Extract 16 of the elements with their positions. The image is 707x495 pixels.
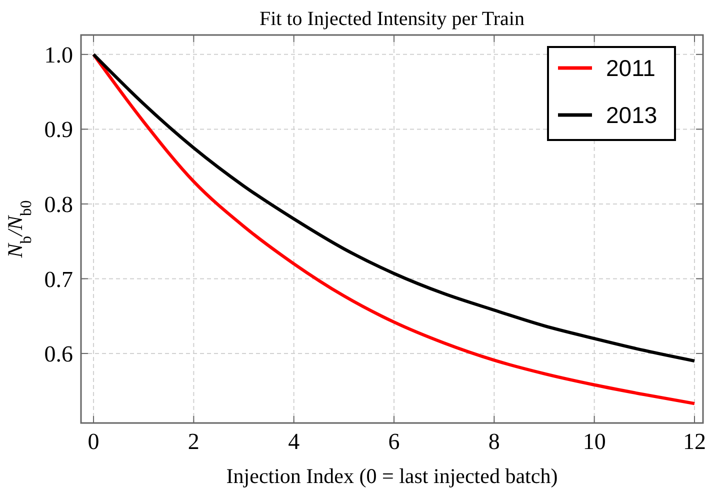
legend-label: 2013 — [606, 102, 658, 128]
x-tick-label: 4 — [288, 429, 300, 454]
y-tick-label: 0.8 — [44, 192, 73, 218]
x-axis-title: Injection Index (0 = last injected batch) — [226, 464, 558, 488]
legend-label: 2011 — [606, 55, 656, 82]
x-tick-label: 12 — [682, 429, 706, 454]
y-tick-label: 0.7 — [44, 266, 73, 292]
y-tick-label: 0.9 — [44, 117, 73, 142]
x-tick-label: 6 — [388, 429, 400, 454]
x-tick-label: 10 — [582, 429, 606, 454]
x-tick-label: 0 — [88, 429, 100, 454]
x-tick-label: 2 — [188, 429, 200, 454]
chart-title: Fit to Injected Intensity per Train — [260, 8, 524, 30]
x-tick-label: 8 — [488, 429, 500, 454]
y-tick-label: 0.6 — [44, 342, 73, 367]
y-tick-label: 1.0 — [44, 42, 73, 68]
